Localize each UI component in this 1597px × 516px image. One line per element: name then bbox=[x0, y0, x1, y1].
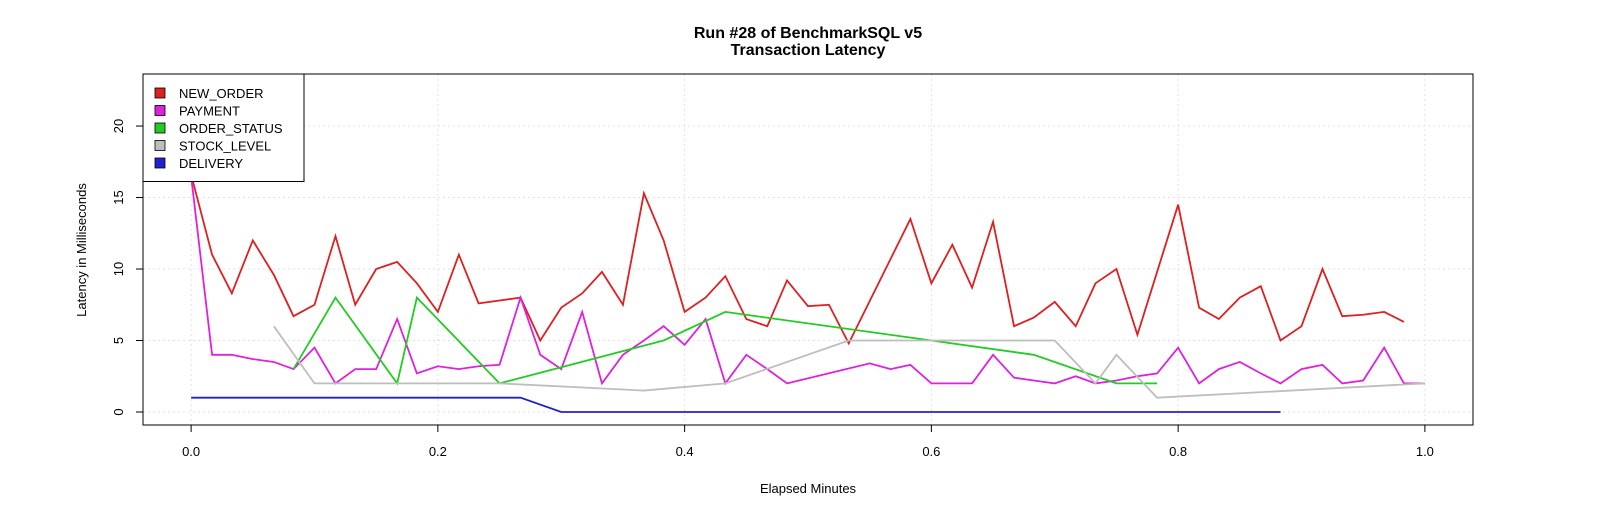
x-tick-label: 0.0 bbox=[182, 444, 200, 459]
series-line bbox=[292, 295, 1158, 386]
plot-frame bbox=[142, 73, 1474, 426]
legend-swatch bbox=[154, 140, 166, 151]
y-axis-label: Latency in Milliseconds bbox=[74, 183, 89, 317]
legend-swatch bbox=[154, 157, 166, 169]
x-tick-label: 1.0 bbox=[1416, 444, 1434, 459]
legend-swatch bbox=[154, 105, 166, 116]
x-tick-label: 0.2 bbox=[429, 444, 447, 459]
x-tick-label: 0.8 bbox=[1169, 444, 1187, 459]
legend-label: ORDER_STATUS bbox=[179, 121, 283, 136]
x-axis-label: Elapsed Minutes bbox=[760, 481, 857, 496]
legend-label: PAYMENT bbox=[179, 104, 240, 119]
chart-subtitle: Transaction Latency bbox=[731, 42, 886, 59]
legend-swatch bbox=[154, 122, 166, 134]
legend-label: STOCK_LEVEL bbox=[179, 139, 271, 154]
y-tick-label: 10 bbox=[111, 262, 126, 276]
y-tick-label: 5 bbox=[111, 337, 126, 344]
legend-box bbox=[142, 73, 305, 182]
series-line bbox=[273, 325, 1425, 399]
legend-swatch bbox=[154, 87, 166, 99]
series-line bbox=[190, 175, 1425, 386]
y-tick-label: 20 bbox=[111, 119, 126, 133]
chart-title: Run #28 of BenchmarkSQL v5 bbox=[694, 25, 922, 42]
x-tick-label: 0.4 bbox=[676, 444, 694, 459]
y-tick-label: 15 bbox=[111, 190, 126, 204]
series-line bbox=[191, 396, 1281, 413]
x-tick-label: 0.6 bbox=[922, 444, 940, 459]
y-tick-label: 0 bbox=[111, 408, 126, 415]
legend-label: DELIVERY bbox=[179, 156, 243, 171]
legend-label: NEW_ORDER bbox=[179, 86, 264, 101]
series-line bbox=[190, 174, 1405, 346]
